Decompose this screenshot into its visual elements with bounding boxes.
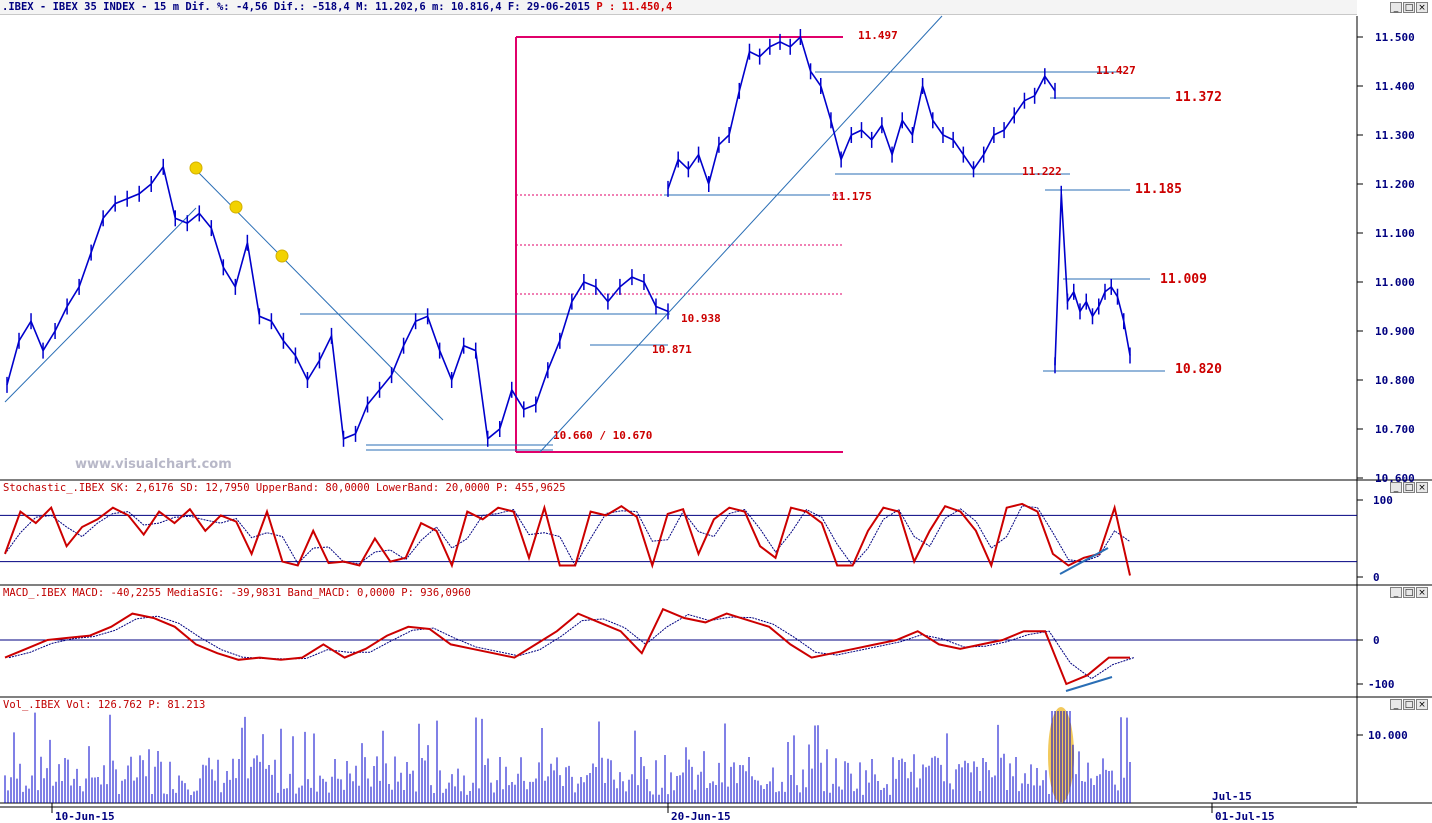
maximize-button[interactable]: □ — [1403, 587, 1415, 598]
y-tick-label: 11.400 — [1375, 80, 1415, 93]
stochastic-window-controls: _ □ × — [1390, 482, 1428, 493]
stochastic-label: Stochastic_.IBEX SK: 2,6176 SD: 12,7950 … — [3, 482, 566, 494]
maximize-button[interactable]: □ — [1403, 482, 1415, 493]
price-series — [6, 164, 669, 441]
pivot-marker — [275, 249, 289, 263]
x-tick-label: Jul-15 — [1212, 790, 1252, 803]
y-tick-label: 0 — [1373, 634, 1380, 647]
volume-window-controls: _ □ × — [1390, 699, 1428, 710]
maximize-button[interactable]: □ — [1403, 2, 1415, 13]
price-series — [1054, 193, 1131, 366]
instrument-name: IBEX 35 INDEX — [52, 1, 135, 13]
trend-line — [539, 15, 943, 453]
min-value: 10.816,4 — [450, 1, 502, 13]
maximize-button[interactable]: □ — [1403, 699, 1415, 710]
y-tick-label: 10.000 — [1368, 729, 1408, 742]
level-label: 11.185 — [1135, 182, 1182, 197]
y-tick-label: 10.800 — [1375, 374, 1415, 387]
y-tick-label: -100 — [1368, 678, 1395, 691]
dif: -518,4 — [311, 1, 350, 13]
macd-label: MACD_.IBEX MACD: -40,2255 MediaSIG: -39,… — [3, 587, 471, 599]
macd-signal — [8, 613, 1135, 680]
dif-pct: -4,56 — [235, 1, 268, 13]
price-value: 11.450,4 — [621, 1, 673, 13]
level-label: 11.497 — [858, 29, 898, 42]
x-tick-label: 01-Jul-15 — [1215, 810, 1275, 823]
close-button[interactable]: × — [1416, 482, 1428, 493]
level-label: 11.372 — [1175, 90, 1222, 105]
level-label: 11.222 — [1022, 165, 1062, 178]
y-tick-label: 11.300 — [1375, 129, 1415, 142]
macd-window-controls: _ □ × — [1390, 587, 1428, 598]
date-value: 29-06-2015 — [526, 1, 591, 13]
max-value: 11.202,6 — [375, 1, 426, 13]
level-label: 10.660 / 10.670 — [553, 429, 652, 442]
level-label: 10.871 — [652, 343, 692, 356]
y-tick-label: 11.500 — [1375, 31, 1415, 44]
minimize-button[interactable]: _ — [1390, 2, 1402, 13]
level-label: 10.820 — [1175, 362, 1222, 377]
level-label: 11.427 — [1096, 64, 1136, 77]
timeframe: 15 m — [153, 1, 180, 13]
y-tick-label: 100 — [1373, 494, 1393, 507]
pivot-marker — [189, 161, 203, 175]
x-tick-label: 20-Jun-15 — [671, 810, 731, 823]
level-label: 11.175 — [832, 190, 872, 203]
y-tick-label: 0 — [1373, 571, 1380, 584]
price-window-controls: _ □ × — [1390, 2, 1428, 13]
symbol: .IBEX — [2, 1, 34, 13]
minimize-button[interactable]: _ — [1390, 587, 1402, 598]
volume-label: Vol_.IBEX Vol: 126.762 P: 81.213 — [3, 699, 206, 711]
close-button[interactable]: × — [1416, 699, 1428, 710]
macd-line — [4, 607, 1130, 686]
close-button[interactable]: × — [1416, 587, 1428, 598]
close-button[interactable]: × — [1416, 2, 1428, 13]
level-label: 11.009 — [1160, 272, 1207, 287]
minimize-button[interactable]: _ — [1390, 699, 1402, 710]
stochastic-line — [4, 502, 1131, 576]
y-tick-label: 10.900 — [1375, 325, 1415, 338]
y-tick-label: 11.100 — [1375, 227, 1415, 240]
stochastic-signal — [4, 505, 1131, 567]
x-tick-label: 10-Jun-15 — [55, 810, 115, 823]
y-tick-label: 10.600 — [1375, 472, 1415, 485]
pivot-marker — [229, 200, 243, 214]
divergence-line — [1065, 676, 1113, 692]
chart-header: .IBEX - IBEX 35 INDEX - 15 m Dif. %: -4,… — [0, 0, 1357, 15]
y-tick-label: 11.000 — [1375, 276, 1415, 289]
watermark: www.visualchart.com — [75, 457, 232, 472]
trend-line — [4, 207, 197, 403]
y-tick-label: 10.700 — [1375, 423, 1415, 436]
divergence-line — [1059, 547, 1109, 575]
y-tick-label: 11.200 — [1375, 178, 1415, 191]
price-series — [667, 35, 1056, 190]
level-label: 10.938 — [681, 312, 721, 325]
minimize-button[interactable]: _ — [1390, 482, 1402, 493]
